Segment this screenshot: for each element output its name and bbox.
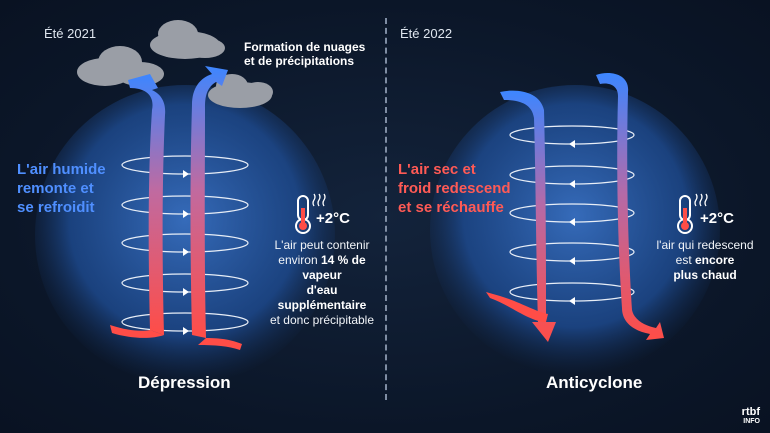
caption-line: remonte et — [17, 180, 94, 197]
info-line: plus chaud — [673, 268, 737, 282]
temperature-left: +2°C — [316, 210, 350, 227]
info-line: l'air qui redescend — [656, 238, 754, 252]
info-line: environ 14 % de vapeur — [278, 253, 366, 282]
thermometer-icon — [677, 193, 708, 234]
left-sphere — [35, 85, 335, 385]
caption-line: L'air sec et — [398, 161, 476, 178]
left-info: L'air peut contenir environ 14 % de vape… — [263, 238, 381, 328]
caption-line: froid redescend — [398, 180, 511, 197]
left-rising-arrows — [110, 66, 242, 350]
clouds-caption-line: Formation de nuages — [244, 40, 366, 54]
info-line: est encore — [675, 253, 735, 267]
caption-line: L'air humide — [17, 161, 106, 178]
right-sphere — [430, 85, 720, 375]
divider — [385, 18, 387, 400]
thermometer-icon — [295, 193, 326, 234]
season-label-left: Été 2021 — [44, 26, 97, 41]
right-info: l'air qui redescend est encore plus chau… — [650, 238, 760, 283]
info-line: et donc précipitable — [269, 313, 375, 327]
right-ring-arrowheads — [569, 140, 575, 305]
right-title: Anticyclone — [546, 373, 643, 392]
right-side-caption: L'air sec et froid redescend et se récha… — [398, 160, 511, 217]
left-ring-arrowheads — [183, 170, 189, 335]
caption-line: et se réchauffe — [398, 199, 504, 216]
logo: rtbf INFO — [742, 406, 760, 425]
info-line: L'air peut contenir — [274, 238, 370, 252]
cloud-icon — [77, 20, 273, 108]
left-title: Dépression — [138, 373, 231, 392]
logo-sub: INFO — [743, 418, 760, 425]
info-line: d'eau supplémentaire — [277, 283, 367, 312]
right-descending-arrows — [486, 73, 664, 342]
clouds-caption-line: et de précipitations — [244, 54, 355, 68]
left-side-caption: L'air humide remonte et se refroidit — [17, 160, 106, 217]
season-label-right: Été 2022 — [400, 26, 453, 41]
logo-brand: rtbf — [741, 406, 760, 418]
temperature-right: +2°C — [700, 210, 734, 227]
clouds-caption: Formation de nuages et de précipitations — [244, 40, 365, 68]
caption-line: se refroidit — [17, 199, 95, 216]
